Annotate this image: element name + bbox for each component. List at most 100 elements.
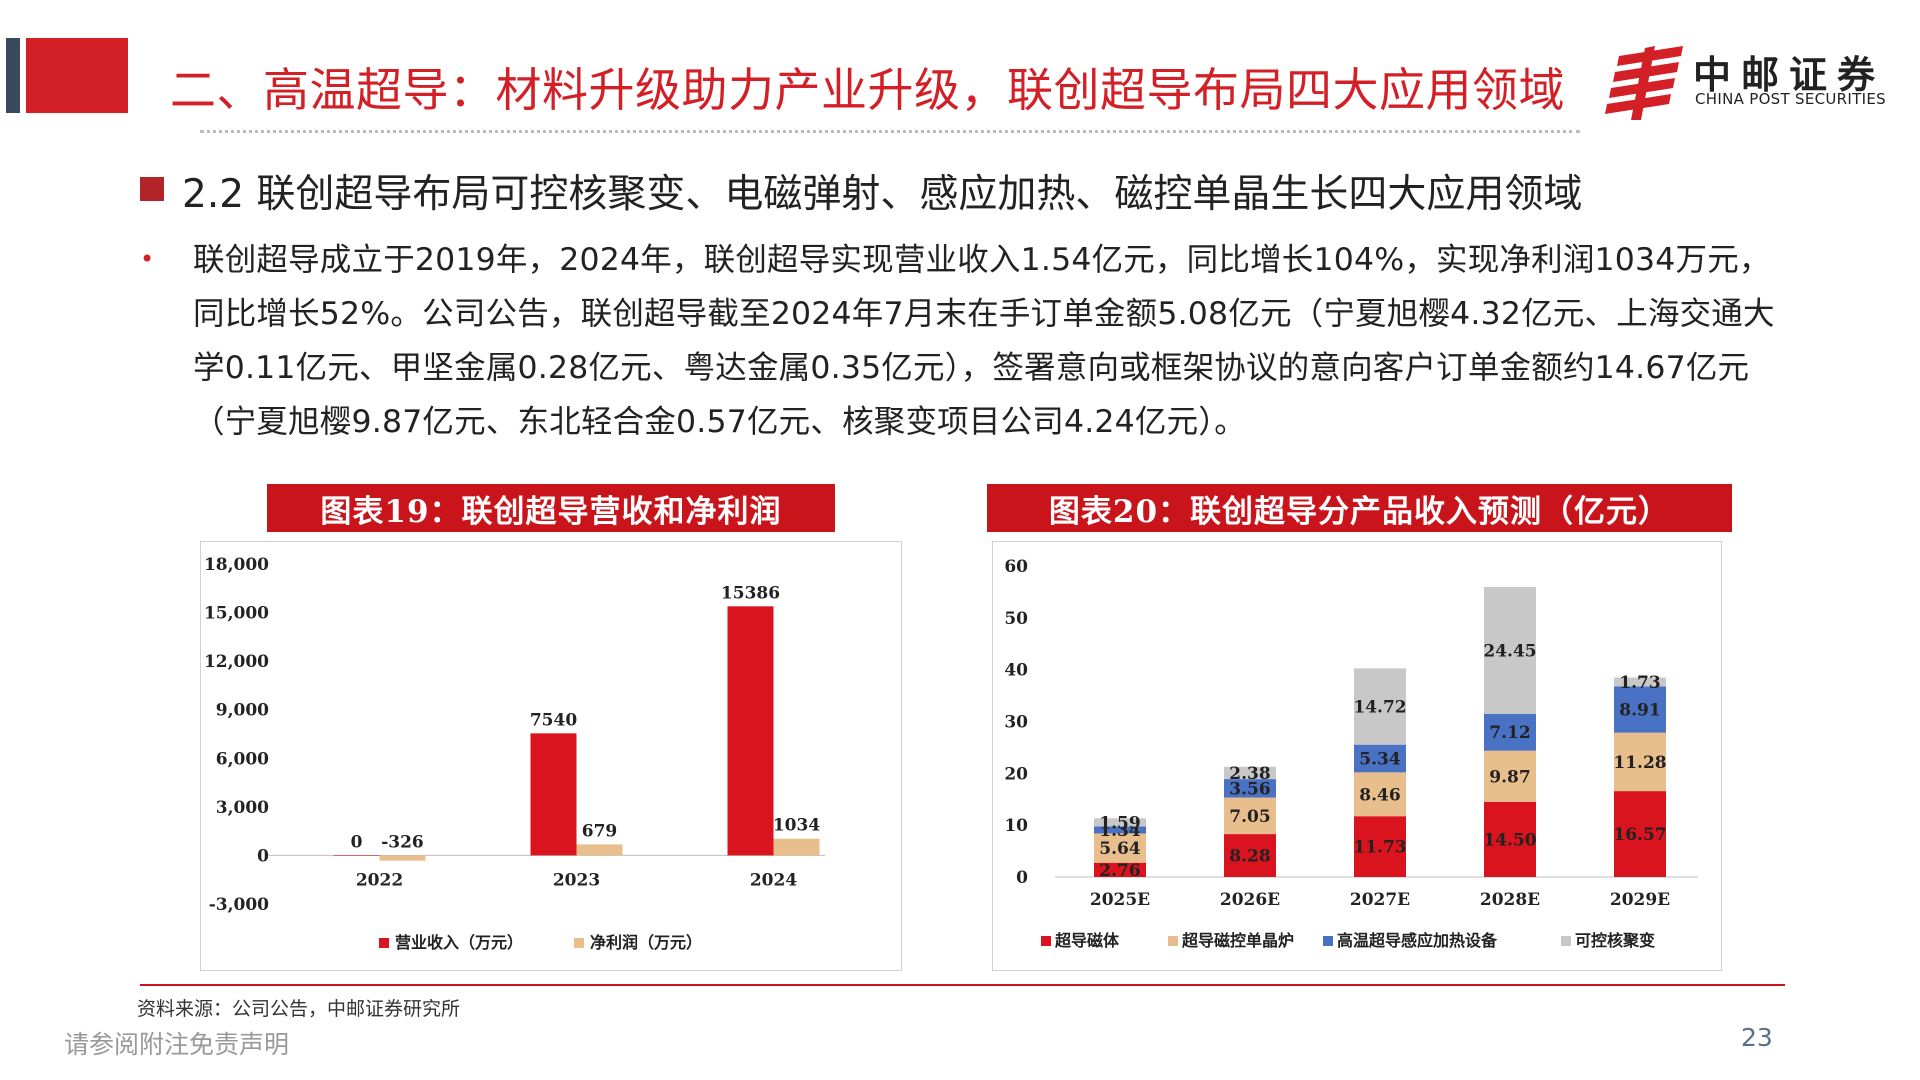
header-accent-dark	[6, 38, 20, 113]
chart1-xtick-label: 2023	[553, 870, 600, 890]
dot-bullet-icon: •	[140, 245, 155, 273]
chart2-data-label: 1.73	[1619, 673, 1660, 693]
chart2-bar-segment	[1094, 818, 1146, 827]
chart1-bar-profit	[379, 855, 426, 861]
chart2-data-label: 1.59	[1099, 813, 1140, 833]
chart2-data-label: 7.05	[1229, 807, 1270, 827]
china-post-logo-icon	[1605, 46, 1683, 120]
chart1-data-label: 7540	[530, 710, 577, 730]
chart2-bar-segment	[1094, 826, 1146, 834]
chart2-ytick-label: 50	[1004, 609, 1028, 629]
chart2-data-label: 5.64	[1099, 839, 1141, 859]
chart1-ytick-label: -3,000	[209, 895, 269, 915]
chart1-data-label: 679	[582, 821, 618, 841]
logo-text-en: CHINA POST SECURITIES	[1695, 90, 1886, 108]
chart2-xtick-label: 2026E	[1220, 890, 1280, 910]
chart2-bar-segment	[1354, 744, 1406, 773]
chart2-xtick-label: 2025E	[1090, 890, 1150, 910]
chart1-title-banner: 图表19：联创超导营收和净利润	[267, 484, 835, 532]
chart2-data-label: 24.45	[1483, 641, 1536, 661]
chart1-data-label: 0	[351, 832, 363, 852]
chart1-legend-label: 营业收入（万元）	[395, 933, 523, 952]
chart1-ytick-label: 6,000	[216, 749, 269, 769]
page-number: 23	[1741, 1023, 1773, 1052]
chart2-bar-segment	[1094, 862, 1146, 877]
chart2-data-label: 2.38	[1229, 764, 1270, 784]
chart2-data-label: 7.12	[1489, 723, 1530, 743]
chart1-data-label: 15386	[721, 583, 780, 603]
chart1-ytick-label: 18,000	[204, 555, 269, 575]
chart2-xtick-label: 2029E	[1610, 890, 1670, 910]
chart2-data-label: 11.73	[1353, 838, 1406, 858]
chart1-bar-profit	[773, 838, 820, 856]
chart2-data-label: 14.50	[1483, 830, 1536, 850]
chart2-bar-segment	[1484, 750, 1536, 802]
chart1-bar-revenue	[530, 733, 577, 856]
chart2-ytick-label: 10	[1004, 816, 1028, 836]
chart2-legend-label: 超导磁体	[1054, 931, 1120, 950]
chart1-bar-profit	[576, 844, 623, 856]
chart2-bar-segment	[1354, 772, 1406, 817]
chart2-data-label: 3.56	[1229, 779, 1270, 799]
chart2-data-label: 9.87	[1489, 767, 1530, 787]
chart1-ytick-label: 15,000	[204, 604, 269, 624]
chart1-ytick-label: 12,000	[204, 652, 269, 672]
chart2-legend-swatch	[1323, 936, 1333, 946]
chart2-data-label: 8.91	[1619, 701, 1660, 721]
chart2-bar-segment	[1094, 833, 1146, 863]
chart1-ytick-label: 3,000	[216, 798, 269, 818]
chart2-bar-segment	[1354, 668, 1406, 745]
chart2-ytick-label: 60	[1004, 557, 1028, 577]
title-divider	[200, 130, 1580, 133]
chart2-xtick-label: 2027E	[1350, 890, 1410, 910]
chart2-bar-segment	[1484, 587, 1536, 714]
chart1-legend-label: 净利润（万元）	[590, 933, 702, 952]
chart1-legend-swatch	[574, 938, 584, 948]
chart2-frame: 0 10 20 30 40 50 60 2025E 2.76 5.64 1.34 1.59 2026E 8…	[992, 541, 1722, 971]
chart2-bar-segment	[1224, 766, 1276, 780]
company-logo: 中邮证券 CHINA POST SECURITIES	[1605, 42, 1905, 122]
chart2-data-label: 8.28	[1229, 847, 1270, 867]
chart1-legend-swatch	[379, 938, 389, 948]
chart1-bar-revenue	[727, 606, 774, 856]
section-heading: 2.2 联创超导布局可控核聚变、电磁弹射、感应加热、磁控单晶生长四大应用领域	[182, 172, 1583, 217]
chart2-legend-label: 超导磁控单晶炉	[1181, 931, 1294, 950]
chart2-legend-label: 高温超导感应加热设备	[1337, 931, 1498, 950]
chart2-legend-label: 可控核聚变	[1575, 931, 1655, 950]
chart2-bar-segment	[1224, 797, 1276, 835]
chart2-xtick-label: 2028E	[1480, 890, 1540, 910]
chart2-product-revenue-forecast: 01020304050602025E2.765.641.341.592026E8…	[1004, 557, 1698, 950]
chart2-data-label: 5.34	[1359, 750, 1401, 770]
chart1-bar-revenue	[333, 855, 380, 856]
chart2-bar-segment	[1354, 816, 1406, 877]
chart2-bar-segment	[1614, 791, 1666, 877]
body-paragraph: 联创超导成立于2019年，2024年，联创超导实现营业收入1.54亿元，同比增长…	[193, 242, 1775, 440]
chart2-legend-swatch	[1561, 936, 1571, 946]
chart2-legend-swatch	[1041, 936, 1051, 946]
chart2-bar-segment	[1224, 779, 1276, 798]
chart1-xtick-label: 2022	[356, 870, 403, 890]
chart2-data-label: 16.57	[1613, 825, 1666, 845]
chart2-title-banner: 图表20：联创超导分产品收入预测（亿元）	[987, 484, 1732, 532]
chart2-data-label: 2.76	[1099, 861, 1140, 881]
header-accent-red	[26, 38, 128, 113]
chart2-bar-segment	[1484, 801, 1536, 877]
chart2-bar-segment	[1614, 677, 1666, 687]
square-bullet-icon	[140, 177, 164, 201]
chart2-bar-segment	[1614, 686, 1666, 733]
chart2-data-label: 8.46	[1359, 785, 1400, 805]
logo-text-cn: 中邮证券	[1693, 53, 1886, 97]
chart2-data-label: 14.72	[1353, 698, 1406, 718]
chart2-ytick-label: 20	[1004, 764, 1028, 784]
chart1-xtick-label: 2024	[750, 870, 797, 890]
chart2-ytick-label: 0	[1016, 868, 1028, 888]
chart2-ytick-label: 30	[1004, 713, 1028, 733]
chart1-ytick-label: 0	[257, 846, 269, 866]
chart2-ytick-label: 40	[1004, 661, 1028, 681]
disclaimer-link[interactable]: 请参阅附注免责声明	[64, 1030, 290, 1059]
footer-rule	[140, 984, 1785, 986]
chart1-data-label: 1034	[773, 816, 820, 836]
chart2-bar-segment	[1484, 713, 1536, 751]
source-note: 资料来源：公司公告，中邮证券研究所	[137, 998, 461, 1020]
chart1-revenue-profit: -3,000 0 3,000 6,000 9,000 12,000 15,000 18,000…	[204, 555, 825, 952]
